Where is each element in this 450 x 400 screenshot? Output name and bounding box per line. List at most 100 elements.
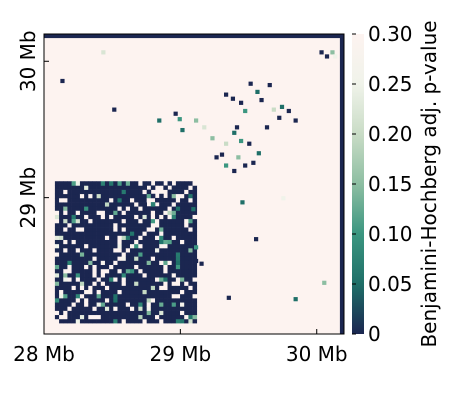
heatmap-cell [109,206,114,211]
heatmap-cell [146,235,152,240]
heatmap-cell [155,314,160,320]
heatmap-cell [171,256,177,261]
heatmap-cell [192,239,198,245]
heatmap-cell [59,185,64,190]
heatmap-cell [92,214,97,220]
heatmap-cell [138,243,143,249]
heatmap-cell [146,277,152,282]
heatmap-cell [59,202,64,207]
heatmap-cell [113,306,118,311]
heatmap-cell [167,289,173,295]
heatmap-cell [88,197,93,203]
heatmap-cell [109,289,114,295]
heatmap-cell [71,243,77,249]
heatmap-cell [67,247,72,253]
heatmap-cell [159,298,164,303]
heatmap-cell [96,310,102,316]
heatmap-cell [67,260,72,265]
heatmap-cell [104,264,110,270]
heatmap-cell [125,298,131,303]
heatmap-cell [171,214,177,220]
heatmap-cell [117,185,122,190]
heatmap-cell [113,214,118,220]
heatmap-cell [59,227,64,232]
heatmap-cell [75,285,81,291]
heatmap-cell [171,277,177,282]
heatmap-cell [180,189,185,195]
heatmap-cell [71,197,77,203]
heatmap-cell [67,298,72,303]
heatmap-cell [129,310,135,316]
heatmap-cell [146,293,152,299]
heatmap-cell [175,214,181,220]
heatmap-cell [171,185,177,190]
heatmap-cell [226,295,231,300]
heatmap-cell [75,181,81,186]
heatmap-cell [146,193,152,199]
heatmap-cell [104,302,110,307]
heatmap-cell [71,306,77,311]
heatmap-cell [142,227,147,232]
heatmap-cell [159,197,164,203]
heatmap-cell [109,277,114,282]
heatmap-cell [117,247,122,253]
heatmap-cell [192,181,198,186]
heatmap-cell [71,247,77,253]
heatmap-cell [159,202,164,207]
heatmap-cell [92,185,97,190]
heatmap-cell [75,210,81,215]
heatmap-cell [96,318,102,324]
heatmap-cell [84,260,89,265]
heatmap-cell [155,256,160,261]
heatmap-cell [125,264,131,270]
heatmap-cell [101,50,106,55]
heatmap-cell [167,318,173,324]
heatmap-cell [96,264,102,270]
heatmap-cell [188,235,193,240]
heatmap-cell [163,268,168,274]
heatmap-cell [113,243,118,249]
heatmap-cell [96,227,102,232]
heatmap-cell [113,273,118,278]
heatmap-cell [54,193,60,199]
heatmap-cell [271,107,276,112]
heatmap-cell [155,218,160,224]
heatmap-cell [54,302,60,307]
heatmap-cell [100,202,106,207]
heatmap-cell [117,314,122,320]
heatmap-cell [71,285,77,291]
heatmap-cell [180,231,185,236]
colorbar: 0 0.05 0.10 0.15 0.20 0.25 0.30 Benjamini-Hoch… [352,20,441,348]
heatmap-cell [184,202,189,207]
heatmap-cell [63,281,68,286]
heatmap-cell [67,231,72,236]
heatmap-cell [155,231,160,236]
heatmap-cell [175,252,181,257]
heatmap-cell [75,185,81,190]
heatmap-cell [248,81,253,86]
heatmap-cell [79,189,85,195]
heatmap-cell [84,206,89,211]
heatmap-cell [109,298,114,303]
heatmap-cell [184,206,189,211]
heatmap-cell [192,310,198,316]
heatmap-cell [88,227,93,232]
heatmap-cell [67,314,72,320]
heatmap-cell [100,235,106,240]
heatmap-cell [71,260,77,265]
heatmap-cell [129,231,135,236]
heatmap-cell [134,197,139,203]
heatmap-cell [109,310,114,316]
heatmap-cell [104,235,110,240]
heatmap-cell [184,185,189,190]
heatmap-cell [96,306,102,311]
heatmap-cell [100,277,106,282]
heatmap-cell [54,273,60,278]
heatmap-cell [75,273,81,278]
heatmap-cell [279,104,285,109]
heatmap-cell [92,210,97,215]
heatmap-cell [92,227,97,232]
heatmap-cell [67,239,72,245]
heatmap-cell [138,293,143,299]
heatmap-cell [100,256,106,261]
